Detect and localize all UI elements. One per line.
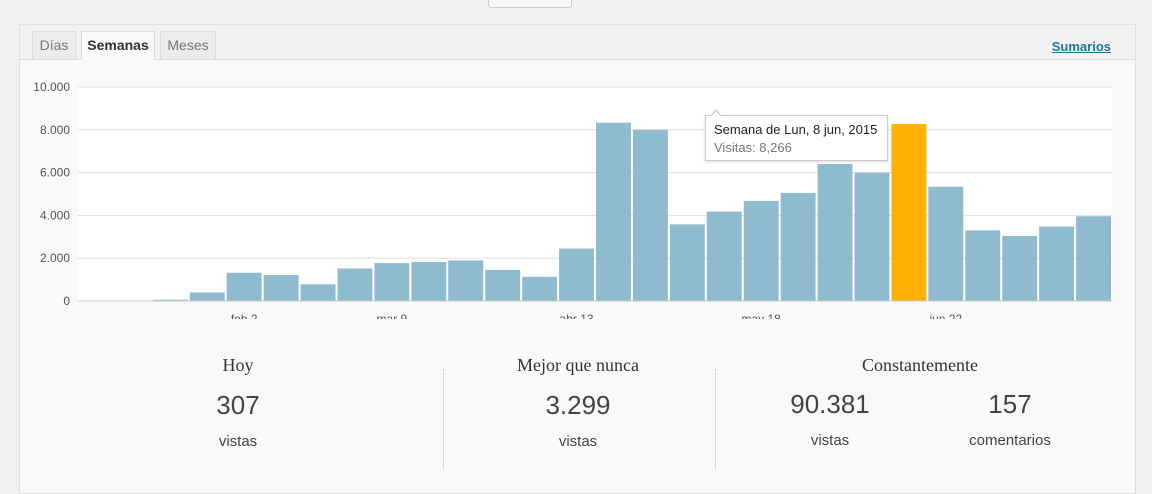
period-tabs: Días Semanas Meses Sumarios [20,25,1135,60]
tab-meses[interactable]: Meses [160,31,216,59]
y-tick-label: 8.000 [40,123,70,137]
stat-today: Hoy 307 vistas [138,355,338,475]
tooltip-title: Semana de Lun, 8 jun, 2015 [714,122,879,137]
bar-chart-svg: 0 2.000 4.000 6.000 8.000 10.000 feb 2 mar 9 abr… [20,59,1135,319]
x-tick-label: abr 13 [560,312,594,319]
x-tick-label: feb 2 [231,312,258,319]
bar [707,212,742,301]
stat-alltime-views: 90.381 vistas [770,355,890,449]
y-tick-label: 6.000 [40,166,70,180]
x-tick-label: mar 9 [377,312,408,319]
chart-tooltip: Semana de Lun, 8 jun, 2015 Visitas: 8,26… [705,115,888,161]
x-tick-label: may 18 [741,312,781,319]
bar [965,230,1000,301]
stat-today-title: Hoy [138,355,338,376]
stat-best-value: 3.299 [478,390,678,421]
bar [485,270,520,301]
bar [928,187,963,301]
bar [818,164,853,301]
bar-highlighted [891,124,926,301]
bar [670,224,705,301]
stat-divider [715,369,716,469]
tab-semanas[interactable]: Semanas [81,31,155,60]
bar [190,292,225,301]
stat-today-value: 307 [138,390,338,421]
bar [264,275,299,301]
bar [596,123,631,301]
stat-alltime-views-value: 90.381 [770,389,890,420]
bar [374,263,409,301]
stat-alltime-comments-label: comentarios [950,432,1070,449]
summary-link[interactable]: Sumarios [1052,39,1111,54]
y-tick-label: 10.000 [33,80,70,94]
tooltip-value: Visitas: 8,266 [714,140,879,155]
stat-alltime-comments-value: 157 [950,389,1070,420]
stat-today-label: vistas [138,433,338,450]
bar [338,268,373,301]
stats-panel: Días Semanas Meses Sumarios 0 2.000 4.000 6… [19,24,1136,494]
bar [559,249,594,301]
stat-best: Mejor que nunca 3.299 vistas [478,355,678,475]
top-strip [0,0,1152,24]
tab-dias[interactable]: Días [32,31,76,59]
x-tick-label: jun 22 [928,312,962,319]
bar [633,130,668,301]
bar [227,273,262,301]
y-tick-label: 0 [63,294,70,308]
stat-best-label: vistas [478,433,678,450]
bar [855,173,890,301]
bar [1039,227,1074,301]
tooltip-arrow-inner [711,111,721,117]
stat-alltime-views-label: vistas [770,432,890,449]
bar [448,260,483,301]
stat-alltime: Constantemente 90.381 vistas 157 comenta… [750,355,1090,475]
bar [781,193,816,301]
bar [1002,236,1037,301]
stat-best-title: Mejor que nunca [478,355,678,376]
bar [522,277,557,301]
y-tick-label: 2.000 [40,251,70,265]
bar [301,284,336,301]
stat-divider [443,369,444,469]
bar [1076,216,1111,301]
y-tick-label: 4.000 [40,208,70,222]
summary-stats: Hoy 307 vistas Mejor que nunca 3.299 vis… [20,355,1135,475]
top-button[interactable] [488,0,572,8]
bar [411,262,446,301]
stat-alltime-comments: 157 comentarios [950,355,1070,449]
views-chart: 0 2.000 4.000 6.000 8.000 10.000 feb 2 mar 9 abr… [20,59,1135,319]
bar [744,201,779,301]
